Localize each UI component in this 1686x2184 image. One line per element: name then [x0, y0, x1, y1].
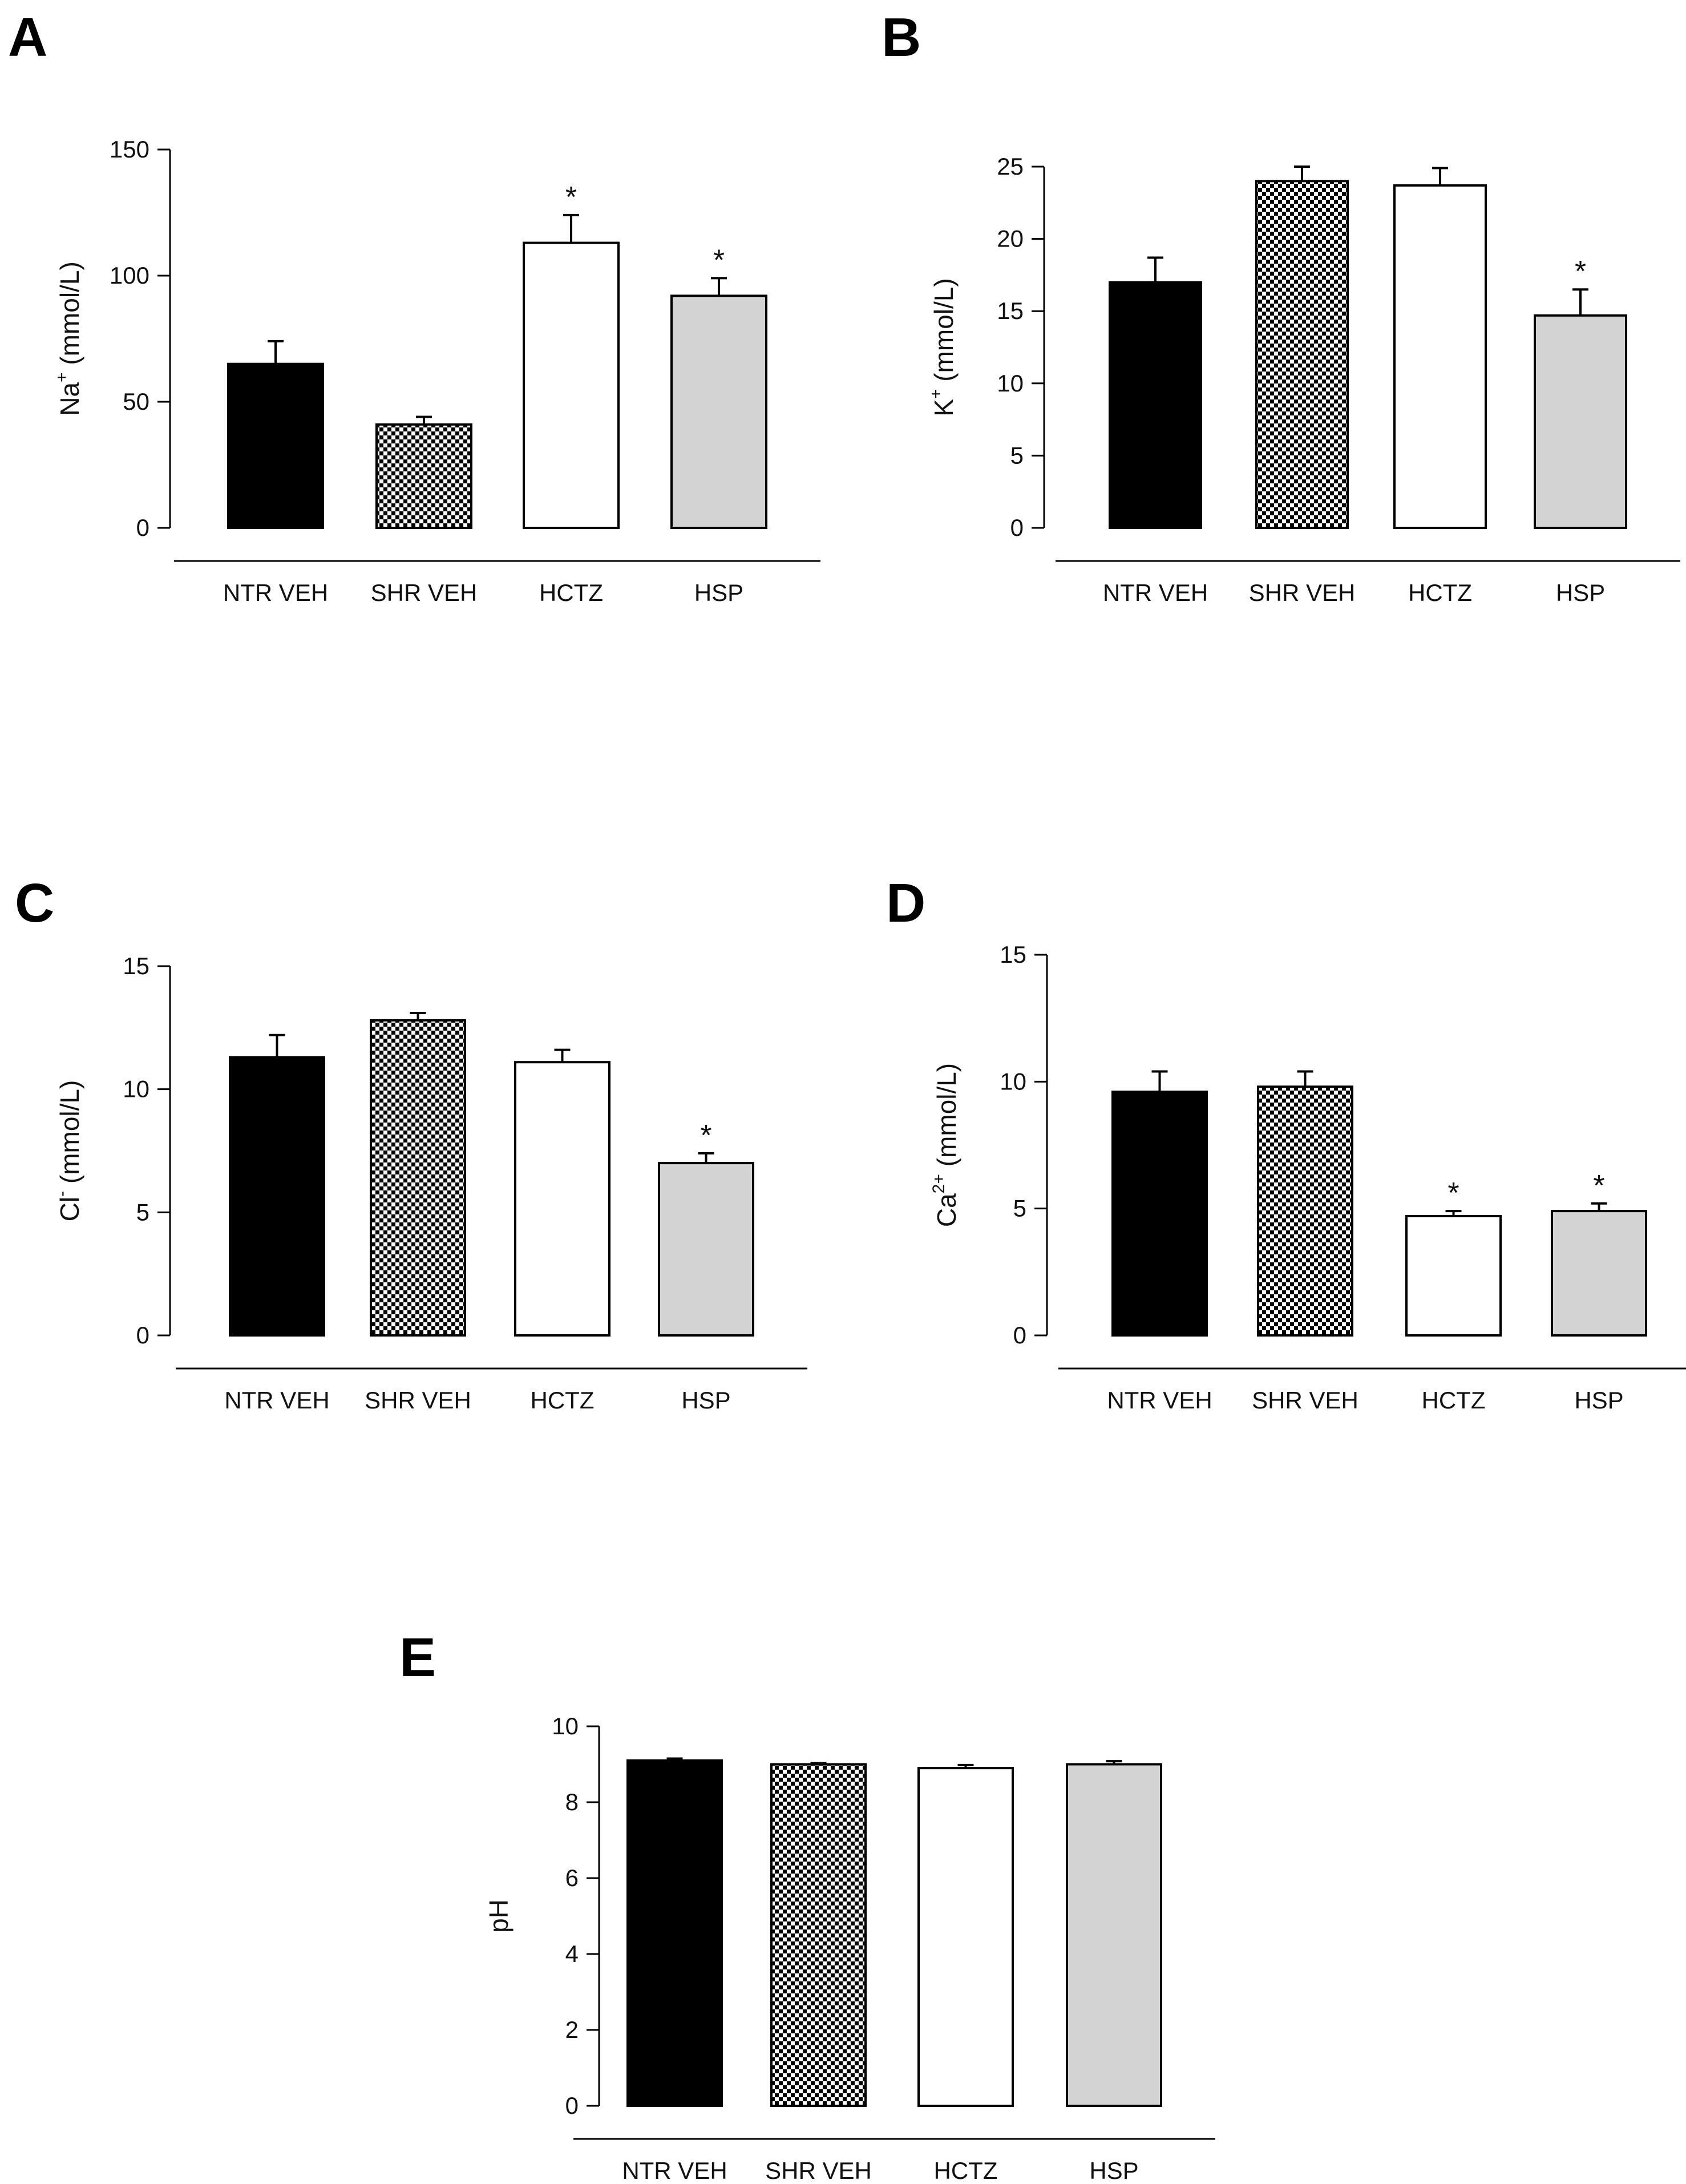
panel-letter-d: D — [886, 873, 926, 934]
panel-letter-e: E — [399, 1627, 436, 1688]
bar-shr-veh — [375, 423, 472, 530]
x-tick-label: SHR VEH — [371, 579, 478, 606]
panel-letter-c: C — [15, 873, 55, 934]
panel-letter-a: A — [8, 7, 48, 68]
y-tick-label: 100 — [110, 262, 149, 289]
bar-hctz — [523, 241, 620, 529]
significance-star: * — [565, 181, 577, 214]
panel-letter-b: B — [882, 7, 921, 68]
y-tick-label: 0 — [136, 514, 149, 541]
x-tick-label: HSP — [694, 579, 743, 606]
y-tick-label: 50 — [123, 388, 149, 415]
y-axis-label: Na+ (mmol/L) — [52, 261, 84, 416]
x-tick-label: HCTZ — [539, 579, 603, 606]
significance-star: * — [713, 244, 725, 277]
bar-ntr-veh — [227, 362, 324, 529]
bar-hsp — [670, 294, 767, 529]
y-tick-label: 150 — [110, 136, 149, 163]
x-tick-label: NTR VEH — [223, 579, 328, 606]
